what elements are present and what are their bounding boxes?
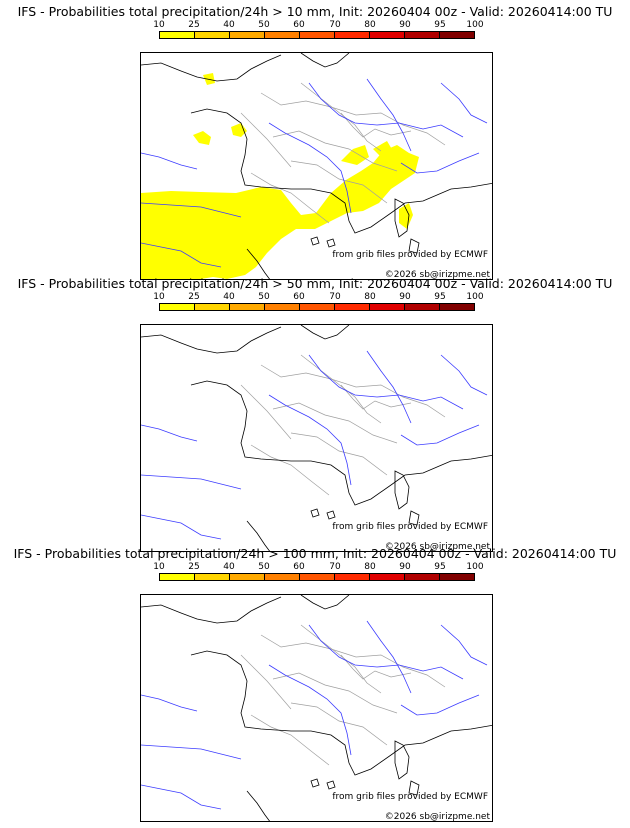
scale-tick: 60	[293, 562, 305, 572]
borders-layer	[240, 624, 446, 766]
panel-title: IFS - Probabilities total precipitation/…	[13, 546, 617, 561]
credit-source: from grib files provided by ECMWF	[332, 792, 488, 802]
probability-scale: 10 25 40 50 60 70 80 90 95 100	[153, 292, 484, 314]
color-swatch-row	[159, 31, 475, 39]
probability-area-yellow	[141, 73, 419, 279]
scale-tick: 50	[258, 562, 270, 572]
map-panel-100mm: IFS - Probabilities total precipitation/…	[0, 546, 630, 822]
scale-tick: 90	[399, 20, 411, 30]
color-swatch	[335, 304, 370, 310]
borders-layer	[240, 354, 446, 496]
color-swatch	[300, 304, 335, 310]
color-swatch	[370, 32, 405, 38]
map-svg: from grib files provided by ECMWF ©2026 …	[141, 53, 492, 280]
color-swatch	[405, 32, 440, 38]
credit-source: from grib files provided by ECMWF	[332, 250, 488, 260]
color-swatch	[195, 304, 230, 310]
color-swatch	[440, 304, 474, 310]
color-swatch	[160, 32, 195, 38]
scale-tick: 25	[188, 562, 200, 572]
map-panel-50mm: IFS - Probabilities total precipitation/…	[0, 276, 630, 552]
probability-scale: 10 25 40 50 60 70 80 90 95 100	[153, 20, 484, 42]
credit-copyright: ©2026 sb@irizpme.net	[385, 812, 491, 822]
color-swatch-row	[159, 303, 475, 311]
scale-tick: 40	[223, 20, 235, 30]
scale-tick: 70	[329, 20, 341, 30]
color-swatch	[160, 574, 195, 580]
scale-tick: 10	[153, 20, 165, 30]
credit-copyright: ©2026 sb@irizpme.net	[385, 270, 491, 280]
scale-tick: 95	[434, 292, 446, 302]
scale-tick: 40	[223, 292, 235, 302]
map-panel-10mm: IFS - Probabilities total precipitation/…	[0, 4, 630, 280]
rivers-layer	[141, 620, 488, 810]
color-swatch	[370, 304, 405, 310]
color-swatch	[440, 32, 474, 38]
scale-tick: 25	[188, 20, 200, 30]
color-swatch	[230, 574, 265, 580]
probability-scale: 10 25 40 50 60 70 80 90 95 100	[153, 562, 484, 584]
scale-tick: 70	[329, 562, 341, 572]
credit-source: from grib files provided by ECMWF	[332, 522, 488, 532]
scale-tick: 60	[293, 292, 305, 302]
map-frame: from grib files provided by ECMWF ©2026 …	[140, 324, 493, 552]
scale-tick: 95	[434, 562, 446, 572]
rivers-layer	[141, 350, 488, 540]
panel-title: IFS - Probabilities total precipitation/…	[17, 4, 613, 19]
scale-tick: 80	[364, 562, 376, 572]
color-swatch	[265, 304, 300, 310]
rivers-layer	[141, 78, 488, 268]
color-swatch	[300, 574, 335, 580]
scale-tick: 80	[364, 292, 376, 302]
scale-tick: 80	[364, 20, 376, 30]
coastline-layer	[141, 53, 492, 279]
scale-tick: 95	[434, 20, 446, 30]
scale-tick: 100	[466, 562, 484, 572]
color-swatch	[160, 304, 195, 310]
color-swatch	[335, 574, 370, 580]
color-swatch	[370, 574, 405, 580]
color-swatch	[265, 32, 300, 38]
scale-tick: 90	[399, 562, 411, 572]
color-swatch	[195, 574, 230, 580]
map-svg: from grib files provided by ECMWF ©2026 …	[141, 595, 492, 822]
map-frame: from grib files provided by ECMWF ©2026 …	[140, 594, 493, 822]
panel-title: IFS - Probabilities total precipitation/…	[17, 276, 613, 291]
color-swatch	[195, 32, 230, 38]
color-swatch	[335, 32, 370, 38]
scale-tick: 10	[153, 292, 165, 302]
color-swatch	[405, 304, 440, 310]
color-swatch	[265, 574, 300, 580]
scale-tick: 60	[293, 20, 305, 30]
scale-tick: 70	[329, 292, 341, 302]
color-swatch	[440, 574, 474, 580]
scale-tick: 40	[223, 562, 235, 572]
scale-tick: 10	[153, 562, 165, 572]
coastline-layer	[141, 325, 492, 551]
borders-layer	[240, 82, 446, 224]
coastline-layer	[141, 595, 492, 821]
color-swatch	[230, 304, 265, 310]
color-swatch	[230, 32, 265, 38]
color-swatch	[405, 574, 440, 580]
credit-copyright: ©2026 sb@irizpme.net	[385, 542, 491, 552]
scale-tick: 50	[258, 20, 270, 30]
scale-tick: 90	[399, 292, 411, 302]
scale-tick: 50	[258, 292, 270, 302]
scale-tick: 25	[188, 292, 200, 302]
color-swatch-row	[159, 573, 475, 581]
map-svg: from grib files provided by ECMWF ©2026 …	[141, 325, 492, 552]
scale-tick: 100	[466, 292, 484, 302]
scale-tick: 100	[466, 20, 484, 30]
color-swatch	[300, 32, 335, 38]
map-frame: from grib files provided by ECMWF ©2026 …	[140, 52, 493, 280]
